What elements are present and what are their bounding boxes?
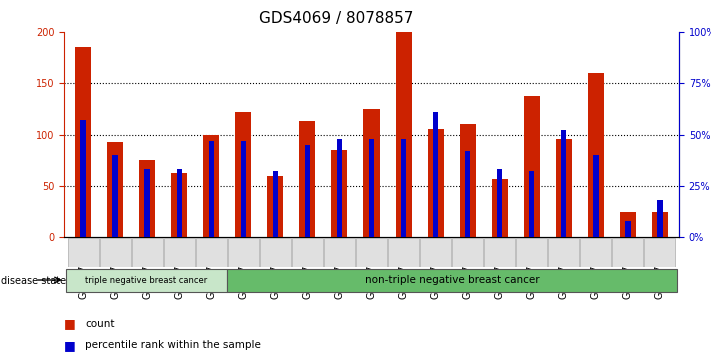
Bar [337, 139, 342, 237]
Bar [652, 211, 668, 237]
Bar [299, 121, 316, 237]
Bar [620, 211, 636, 237]
FancyBboxPatch shape [228, 269, 678, 292]
Bar [107, 142, 123, 237]
Bar [304, 145, 310, 237]
Bar [208, 141, 214, 237]
Bar [267, 176, 284, 237]
FancyBboxPatch shape [68, 238, 99, 267]
Text: triple negative breast cancer: triple negative breast cancer [85, 275, 208, 285]
Text: non-triple negative breast cancer: non-triple negative breast cancer [365, 275, 540, 285]
FancyBboxPatch shape [196, 238, 227, 267]
FancyBboxPatch shape [356, 238, 387, 267]
FancyBboxPatch shape [324, 238, 355, 267]
FancyBboxPatch shape [100, 238, 131, 267]
Bar [272, 171, 278, 237]
Bar [561, 130, 567, 237]
Bar [497, 170, 503, 237]
Bar [203, 135, 220, 237]
FancyBboxPatch shape [65, 269, 228, 292]
Bar [144, 170, 150, 237]
FancyBboxPatch shape [644, 238, 675, 267]
Text: count: count [85, 319, 114, 329]
Bar [556, 139, 572, 237]
Bar [395, 32, 412, 237]
Text: ■: ■ [64, 318, 76, 330]
FancyBboxPatch shape [548, 238, 579, 267]
Bar [427, 130, 444, 237]
Bar [433, 112, 439, 237]
Bar [588, 73, 604, 237]
FancyBboxPatch shape [612, 238, 643, 267]
FancyBboxPatch shape [388, 238, 419, 267]
Bar [369, 139, 374, 237]
Text: disease state: disease state [1, 276, 67, 286]
Bar [240, 141, 246, 237]
Bar [491, 179, 508, 237]
FancyBboxPatch shape [420, 238, 451, 267]
Bar [331, 150, 348, 237]
Bar [139, 160, 155, 237]
Text: GDS4069 / 8078857: GDS4069 / 8078857 [259, 11, 413, 25]
FancyBboxPatch shape [164, 238, 195, 267]
Bar [363, 109, 380, 237]
FancyBboxPatch shape [260, 238, 291, 267]
FancyBboxPatch shape [452, 238, 483, 267]
FancyBboxPatch shape [516, 238, 547, 267]
FancyBboxPatch shape [132, 238, 163, 267]
Bar [80, 120, 86, 237]
Bar [625, 221, 631, 237]
Bar [657, 200, 663, 237]
Text: ■: ■ [64, 339, 76, 352]
FancyBboxPatch shape [292, 238, 323, 267]
Bar [235, 112, 252, 237]
FancyBboxPatch shape [580, 238, 611, 267]
Bar [523, 96, 540, 237]
Bar [171, 172, 187, 237]
Bar [401, 139, 406, 237]
Bar [459, 124, 476, 237]
Bar [176, 170, 182, 237]
Bar [593, 155, 599, 237]
Bar [75, 47, 91, 237]
Bar [465, 151, 471, 237]
FancyBboxPatch shape [484, 238, 515, 267]
Bar [112, 155, 118, 237]
Bar [529, 171, 535, 237]
FancyBboxPatch shape [228, 238, 259, 267]
Text: percentile rank within the sample: percentile rank within the sample [85, 340, 261, 350]
